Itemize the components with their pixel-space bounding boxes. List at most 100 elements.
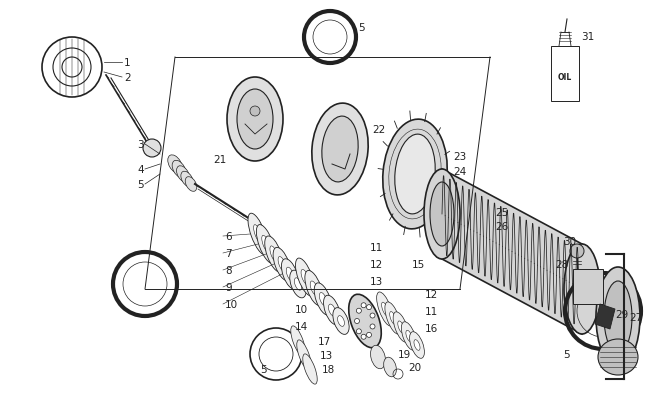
Ellipse shape — [291, 326, 306, 356]
Ellipse shape — [305, 271, 323, 306]
Ellipse shape — [384, 357, 396, 377]
Ellipse shape — [596, 267, 640, 367]
Text: 30: 30 — [563, 237, 576, 246]
Ellipse shape — [312, 104, 368, 195]
Bar — [573, 269, 603, 304]
Ellipse shape — [262, 236, 270, 253]
Circle shape — [143, 140, 161, 158]
Text: 5: 5 — [137, 179, 144, 190]
Circle shape — [570, 244, 584, 258]
Text: 26: 26 — [495, 222, 508, 231]
Text: 10: 10 — [225, 299, 238, 309]
Text: 27: 27 — [629, 312, 642, 322]
Ellipse shape — [296, 258, 315, 296]
Ellipse shape — [237, 90, 273, 149]
Text: 25: 25 — [495, 207, 508, 217]
Text: 12: 12 — [370, 259, 384, 269]
Ellipse shape — [564, 244, 600, 334]
Ellipse shape — [382, 303, 389, 316]
Ellipse shape — [256, 225, 276, 264]
Text: 28: 28 — [555, 259, 568, 269]
Text: 18: 18 — [322, 364, 335, 374]
Ellipse shape — [301, 270, 309, 285]
Text: 24: 24 — [453, 166, 466, 177]
Text: 12: 12 — [425, 289, 438, 299]
Text: 16: 16 — [425, 323, 438, 333]
Ellipse shape — [281, 259, 298, 290]
Ellipse shape — [402, 322, 417, 350]
Text: 31: 31 — [581, 32, 594, 42]
Ellipse shape — [273, 248, 291, 281]
Ellipse shape — [227, 78, 283, 162]
Polygon shape — [595, 304, 615, 329]
Text: 7: 7 — [225, 248, 231, 258]
Ellipse shape — [398, 321, 404, 333]
Text: 21: 21 — [213, 155, 226, 164]
Text: OIL: OIL — [558, 72, 572, 81]
Ellipse shape — [385, 302, 401, 334]
Ellipse shape — [177, 166, 190, 183]
Text: 8: 8 — [225, 265, 231, 275]
Ellipse shape — [297, 340, 311, 370]
Ellipse shape — [328, 304, 335, 316]
Ellipse shape — [294, 278, 302, 290]
Ellipse shape — [254, 225, 263, 244]
Text: 22: 22 — [372, 125, 385, 135]
Text: 9: 9 — [225, 282, 231, 292]
Text: 11: 11 — [425, 306, 438, 316]
Ellipse shape — [322, 117, 358, 183]
Text: 23: 23 — [453, 151, 466, 162]
Text: 5: 5 — [358, 23, 365, 33]
Ellipse shape — [324, 296, 341, 325]
Ellipse shape — [319, 293, 327, 306]
Circle shape — [250, 107, 260, 117]
Text: 1: 1 — [124, 58, 131, 68]
Ellipse shape — [181, 172, 193, 188]
Text: 15: 15 — [412, 259, 425, 269]
Ellipse shape — [314, 283, 332, 315]
Ellipse shape — [393, 312, 409, 342]
Ellipse shape — [286, 267, 294, 281]
Text: 29: 29 — [615, 309, 629, 319]
Ellipse shape — [248, 214, 268, 255]
Ellipse shape — [598, 339, 638, 375]
Text: 17: 17 — [318, 336, 332, 346]
Ellipse shape — [376, 292, 393, 326]
Ellipse shape — [390, 312, 396, 325]
Circle shape — [370, 313, 375, 318]
Ellipse shape — [172, 161, 186, 178]
Text: 13: 13 — [320, 350, 333, 360]
Ellipse shape — [270, 246, 278, 262]
Ellipse shape — [410, 332, 424, 358]
Text: 4: 4 — [137, 164, 144, 175]
Circle shape — [367, 305, 372, 310]
Ellipse shape — [349, 294, 382, 348]
Ellipse shape — [303, 354, 317, 384]
Circle shape — [354, 319, 359, 324]
Ellipse shape — [383, 120, 447, 229]
Polygon shape — [442, 170, 582, 334]
Bar — [551, 47, 579, 102]
Ellipse shape — [604, 281, 632, 353]
Text: 14: 14 — [295, 321, 308, 331]
Ellipse shape — [395, 135, 436, 214]
Ellipse shape — [406, 330, 412, 342]
Circle shape — [356, 309, 361, 313]
Ellipse shape — [337, 316, 345, 326]
Ellipse shape — [278, 257, 286, 272]
Text: 10: 10 — [295, 304, 308, 314]
Circle shape — [361, 303, 366, 308]
Ellipse shape — [424, 170, 460, 259]
Ellipse shape — [414, 340, 420, 350]
Circle shape — [361, 335, 366, 339]
Circle shape — [367, 333, 372, 337]
Ellipse shape — [333, 308, 349, 335]
Text: 13: 13 — [370, 276, 384, 286]
Text: 5: 5 — [563, 349, 569, 359]
Text: 20: 20 — [408, 362, 421, 372]
Circle shape — [370, 324, 375, 329]
Ellipse shape — [430, 183, 454, 246]
Text: 2: 2 — [124, 73, 131, 83]
Text: 19: 19 — [398, 349, 411, 359]
Ellipse shape — [185, 177, 197, 192]
